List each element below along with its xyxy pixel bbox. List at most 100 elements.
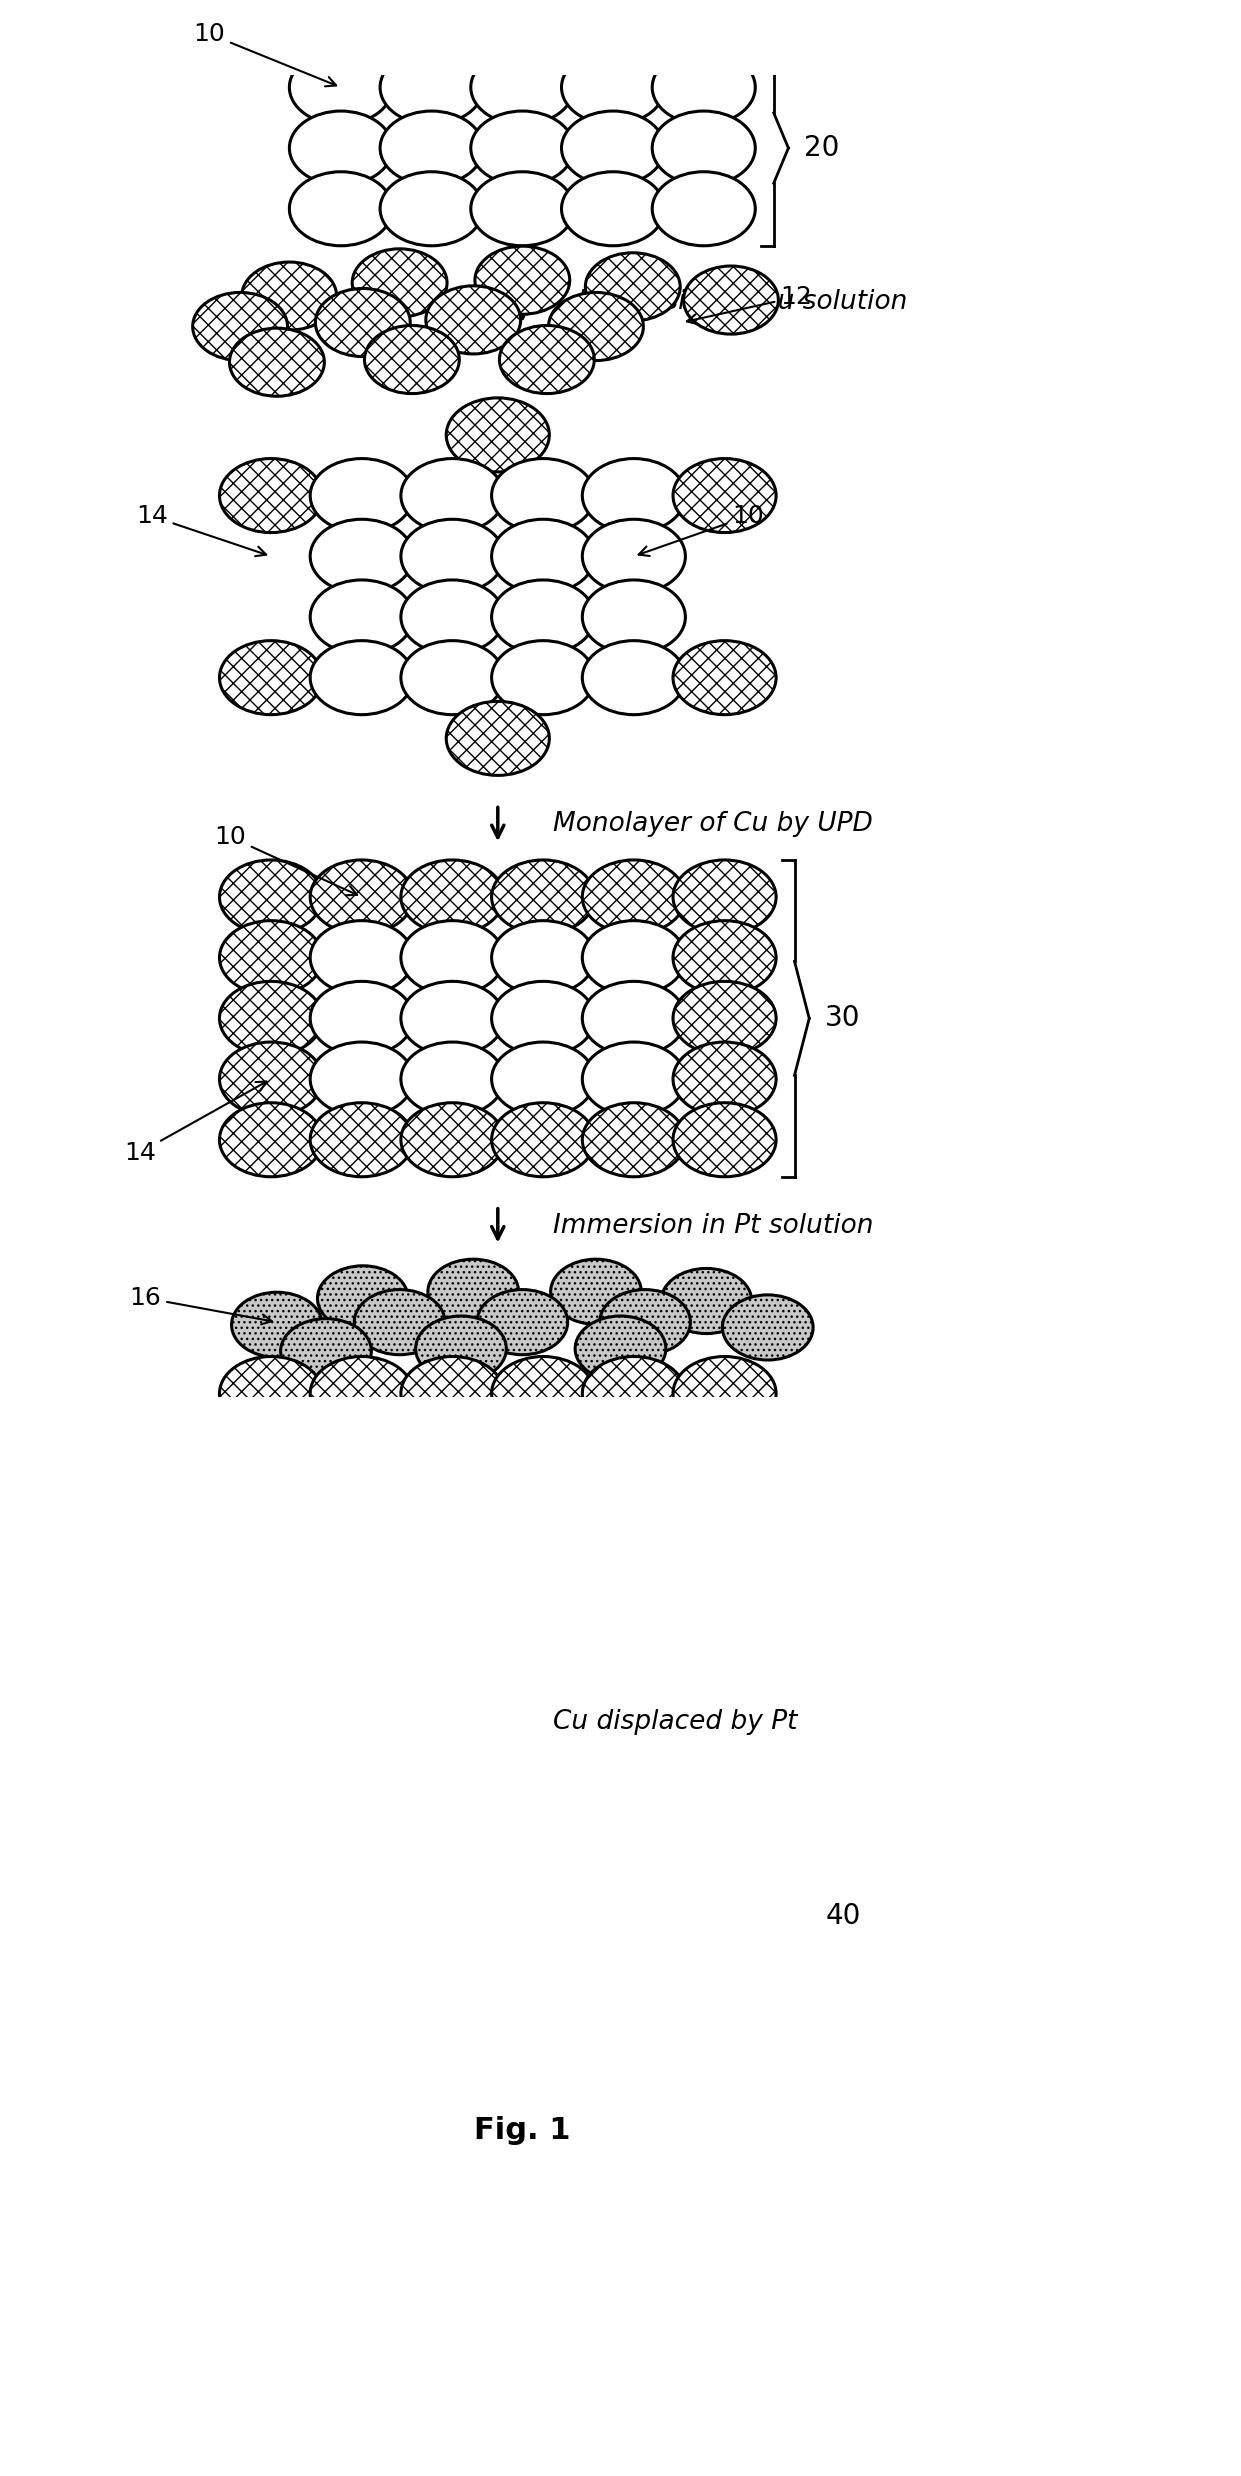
Ellipse shape [310, 1941, 413, 2013]
Ellipse shape [582, 921, 685, 995]
Ellipse shape [242, 262, 336, 329]
Ellipse shape [310, 1599, 413, 1674]
Ellipse shape [401, 1042, 504, 1117]
Ellipse shape [192, 292, 288, 361]
Ellipse shape [428, 1260, 519, 1325]
Text: 16: 16 [129, 1285, 272, 1325]
Ellipse shape [673, 1102, 776, 1176]
Text: Monolayer of Cu by UPD: Monolayer of Cu by UPD [553, 812, 872, 837]
Ellipse shape [491, 458, 594, 532]
Ellipse shape [653, 50, 756, 124]
Ellipse shape [401, 980, 504, 1055]
Ellipse shape [220, 1599, 323, 1674]
Ellipse shape [582, 1042, 685, 1117]
Ellipse shape [220, 458, 323, 532]
Ellipse shape [310, 859, 413, 933]
Ellipse shape [220, 1478, 323, 1552]
Ellipse shape [491, 1758, 594, 1832]
Ellipse shape [475, 245, 570, 314]
Ellipse shape [310, 520, 413, 594]
Ellipse shape [310, 1758, 413, 1832]
Text: 20: 20 [804, 134, 840, 161]
Ellipse shape [722, 1295, 813, 1359]
Ellipse shape [380, 50, 483, 124]
Ellipse shape [220, 1879, 323, 1954]
Ellipse shape [582, 1102, 685, 1176]
Ellipse shape [491, 1941, 594, 2013]
Text: 10: 10 [639, 505, 763, 557]
Ellipse shape [582, 1357, 685, 1431]
Text: 30: 30 [825, 1005, 861, 1032]
Text: 12: 12 [686, 285, 812, 324]
Ellipse shape [470, 50, 573, 124]
Text: Immersion in Cu solution: Immersion in Cu solution [577, 290, 907, 314]
Ellipse shape [491, 520, 594, 594]
Ellipse shape [220, 1538, 323, 1612]
Ellipse shape [491, 1357, 594, 1431]
Ellipse shape [220, 1102, 323, 1176]
Ellipse shape [582, 520, 685, 594]
Ellipse shape [491, 1416, 594, 1491]
Text: 14: 14 [124, 1082, 267, 1164]
Ellipse shape [401, 921, 504, 995]
Ellipse shape [318, 1265, 408, 1332]
Ellipse shape [230, 329, 324, 396]
Ellipse shape [352, 248, 447, 317]
Ellipse shape [582, 1478, 685, 1552]
Ellipse shape [220, 1941, 323, 2013]
Ellipse shape [673, 1599, 776, 1674]
Ellipse shape [401, 1758, 504, 1832]
Ellipse shape [220, 1357, 323, 1431]
Ellipse shape [470, 171, 573, 245]
Ellipse shape [310, 1879, 413, 1954]
Ellipse shape [401, 1817, 504, 1892]
Ellipse shape [561, 111, 665, 186]
Ellipse shape [380, 171, 483, 245]
Ellipse shape [673, 980, 776, 1055]
Ellipse shape [447, 399, 550, 473]
Text: Fig. 1: Fig. 1 [474, 2115, 571, 2144]
Ellipse shape [491, 1478, 594, 1552]
Ellipse shape [315, 290, 411, 357]
Ellipse shape [491, 579, 594, 654]
Ellipse shape [582, 980, 685, 1055]
Ellipse shape [310, 2001, 413, 2075]
Ellipse shape [582, 1758, 685, 1832]
Ellipse shape [401, 1357, 504, 1431]
Ellipse shape [499, 324, 594, 394]
Ellipse shape [401, 2001, 504, 2075]
Ellipse shape [582, 1538, 685, 1612]
Ellipse shape [491, 1879, 594, 1954]
Ellipse shape [220, 1817, 323, 1892]
Ellipse shape [684, 265, 778, 334]
Ellipse shape [582, 1416, 685, 1491]
Ellipse shape [310, 1102, 413, 1176]
Ellipse shape [582, 1599, 685, 1674]
Ellipse shape [310, 1478, 413, 1552]
Ellipse shape [561, 171, 665, 245]
Ellipse shape [401, 1941, 504, 2013]
Ellipse shape [401, 1879, 504, 1954]
Ellipse shape [673, 921, 776, 995]
Ellipse shape [549, 292, 643, 361]
Ellipse shape [401, 859, 504, 933]
Ellipse shape [401, 458, 504, 532]
Ellipse shape [491, 1817, 594, 1892]
Ellipse shape [582, 1879, 685, 1954]
Ellipse shape [280, 1320, 371, 1384]
Ellipse shape [673, 1879, 776, 1954]
Ellipse shape [220, 1042, 323, 1117]
Ellipse shape [289, 171, 392, 245]
Ellipse shape [653, 171, 756, 245]
Ellipse shape [289, 111, 392, 186]
Ellipse shape [401, 579, 504, 654]
Ellipse shape [582, 458, 685, 532]
Ellipse shape [582, 859, 685, 933]
Ellipse shape [310, 921, 413, 995]
Ellipse shape [673, 1538, 776, 1612]
Ellipse shape [310, 1817, 413, 1892]
Ellipse shape [673, 1416, 776, 1491]
Ellipse shape [582, 1941, 685, 2013]
Text: Immersion in Pt solution: Immersion in Pt solution [553, 1213, 874, 1238]
Ellipse shape [401, 1538, 504, 1612]
